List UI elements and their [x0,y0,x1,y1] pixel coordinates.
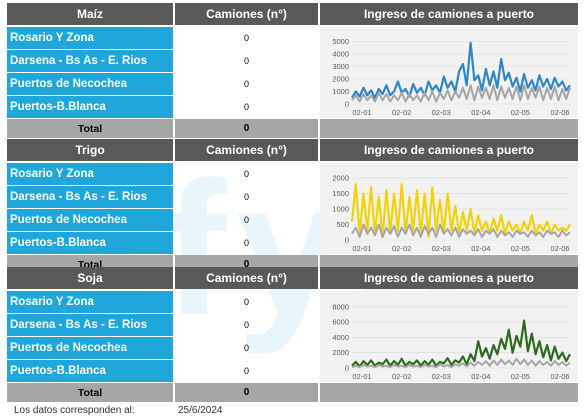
truck-count: 0 [243,343,249,353]
y-tick-label: 2000 [332,75,349,84]
x-tick-label: 02-03 [432,108,451,117]
chart-title: Ingreso de camiones a puerto [320,267,578,289]
x-tick-label: 02-03 [432,244,451,253]
series-line-previous [351,84,571,103]
x-tick-label: 02-01 [352,372,371,381]
series-line-current [351,319,571,368]
footer-label: Los datos corresponden al: [14,405,135,416]
port-label: Puertos de Necochea [7,337,173,359]
total-row-filler [320,383,578,402]
truck-count: 0 [243,79,249,89]
y-tick-label: 1500 [332,189,349,198]
x-tick-label: 02-06 [550,372,569,381]
truck-count: 0 [243,320,249,330]
x-tick-label: 02-05 [511,244,530,253]
truck-count: 0 [243,192,249,202]
count-header: Camiones (n°) [175,267,318,289]
truck-count: 0 [243,215,249,225]
truck-count: 0 [243,366,249,376]
series-line-current [351,41,571,99]
x-tick-label: 02-03 [432,372,451,381]
y-tick-label: 4000 [332,50,349,59]
y-tick-label: 500 [336,220,349,229]
series-line-previous [351,223,571,238]
x-tick-label: 02-02 [392,372,411,381]
x-tick-label: 02-01 [352,244,371,253]
y-tick-label: 1000 [332,87,349,96]
x-tick-label: 02-01 [352,108,371,117]
total-value: 0 [175,119,318,138]
y-tick-label: 0 [345,100,349,109]
line-chart: 0 500 1000 1500 2000 02-01 02-02 02-03 02-04 02-0… [332,174,571,253]
count-header: Camiones (n°) [175,139,318,161]
x-tick-label: 02-02 [392,108,411,117]
truck-count: 0 [243,33,249,43]
y-tick-label: 6000 [332,318,349,327]
port-label: Darsena - Bs As - E. Rios [7,314,173,336]
port-label: Puertos-B.Blanca [7,232,173,254]
x-tick-label: 02-05 [511,372,530,381]
truck-count: 0 [243,56,249,66]
total-label: Total [7,383,173,402]
y-tick-label: 1000 [332,205,349,214]
y-tick-label: 3000 [332,62,349,71]
y-tick-label: 0 [345,364,349,373]
x-tick-label: 02-02 [392,244,411,253]
series-line-current [350,183,571,239]
x-tick-label: 02-04 [471,244,490,253]
count-header: Camiones (n°) [175,3,318,25]
product-header: Soja [7,267,173,289]
port-label: Darsena - Bs As - E. Rios [7,186,173,208]
truck-arrivals-chart: 0 500 1000 1500 2000 02-01 02-02 02-03 02-04 02-0… [320,163,578,254]
truck-count: 0 [243,238,249,248]
port-label: Rosario Y Zona [7,291,173,313]
x-tick-label: 02-06 [550,108,569,117]
chart-title: Ingreso de camiones a puerto [320,139,578,161]
y-tick-label: 2000 [332,174,349,183]
total-row-filler [320,119,578,138]
chart-title: Ingreso de camiones a puerto [320,3,578,25]
truck-count: 0 [243,297,249,307]
port-label: Puertos-B.Blanca [7,360,173,382]
x-tick-label: 02-04 [471,108,490,117]
port-label: Rosario Y Zona [7,27,173,49]
port-label: Darsena - Bs As - E. Rios [7,50,173,72]
total-label: Total [7,119,173,138]
y-tick-label: 8000 [332,302,349,311]
y-tick-label: 5000 [332,37,349,46]
y-tick-label: 0 [345,236,349,245]
product-header: Maíz [7,3,173,25]
port-label: Rosario Y Zona [7,163,173,185]
port-label: Puertos de Necochea [7,209,173,231]
truck-arrivals-chart: 0 1000 2000 3000 4000 5000 02-01 02-02 02-03 02-0… [320,27,578,118]
footer-date: 25/6/2024 [178,405,223,416]
truck-count: 0 [243,102,249,112]
y-tick-label: 4000 [332,333,349,342]
x-tick-label: 02-05 [511,108,530,117]
line-chart: 0 1000 2000 3000 4000 5000 02-01 02-02 02-03 02-0… [332,37,571,117]
x-tick-label: 02-04 [471,372,490,381]
truck-arrivals-chart: 0 2000 4000 6000 8000 02-01 02-02 02-03 02-04 02-… [320,291,578,382]
line-chart: 0 2000 4000 6000 8000 02-01 02-02 02-03 02-04 02-… [332,302,571,381]
x-tick-label: 02-06 [550,244,569,253]
y-tick-label: 2000 [332,348,349,357]
port-label: Puertos de Necochea [7,73,173,95]
total-value: 0 [175,383,318,402]
series-line-previous [351,357,571,369]
port-label: Puertos-B.Blanca [7,96,173,118]
truck-count: 0 [243,169,249,179]
product-header: Trigo [7,139,173,161]
